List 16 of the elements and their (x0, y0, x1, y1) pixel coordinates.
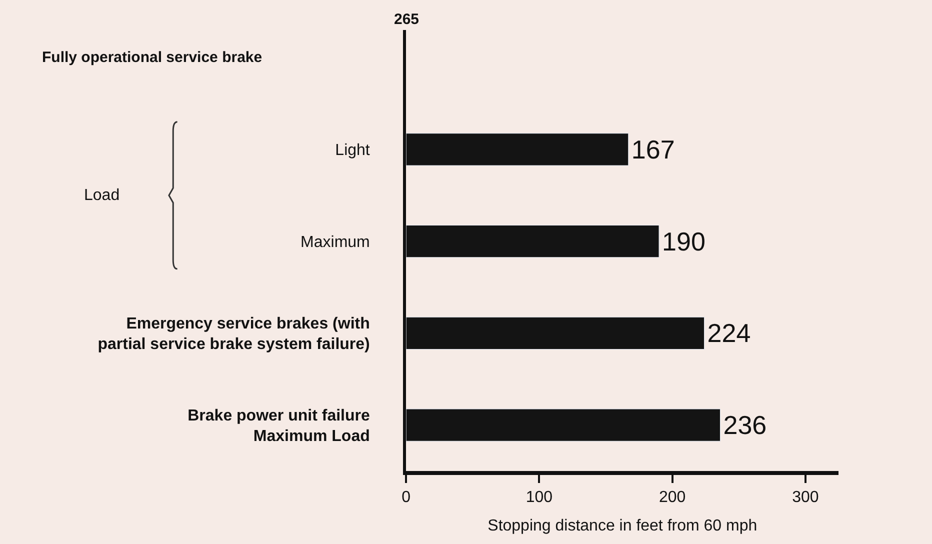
data-label: 167 (631, 134, 675, 164)
y-tick-label: Emergency service brakes (with partial service brake system failure) (98, 315, 370, 354)
text: Fully operational service brake (42, 49, 262, 66)
x-tick-label: 0 (402, 489, 411, 506)
y-tick-label: Brake power unit failure Maximum Load (188, 407, 370, 446)
x-tick-label: 200 (658, 489, 686, 506)
text: 265 (394, 11, 420, 28)
data-label: 224 (707, 318, 751, 348)
text: Load (84, 187, 120, 204)
y-tick-label: Maximum (300, 234, 370, 251)
data-label: 190 (662, 226, 706, 256)
y-tick-label: Light (335, 142, 370, 160)
x-axis-title: Stopping distance in feet from 60 mph (488, 517, 758, 534)
x-tick-label: 300 (792, 489, 819, 506)
x-tick-label: 100 (526, 489, 553, 506)
data-label: 236 (723, 410, 767, 440)
